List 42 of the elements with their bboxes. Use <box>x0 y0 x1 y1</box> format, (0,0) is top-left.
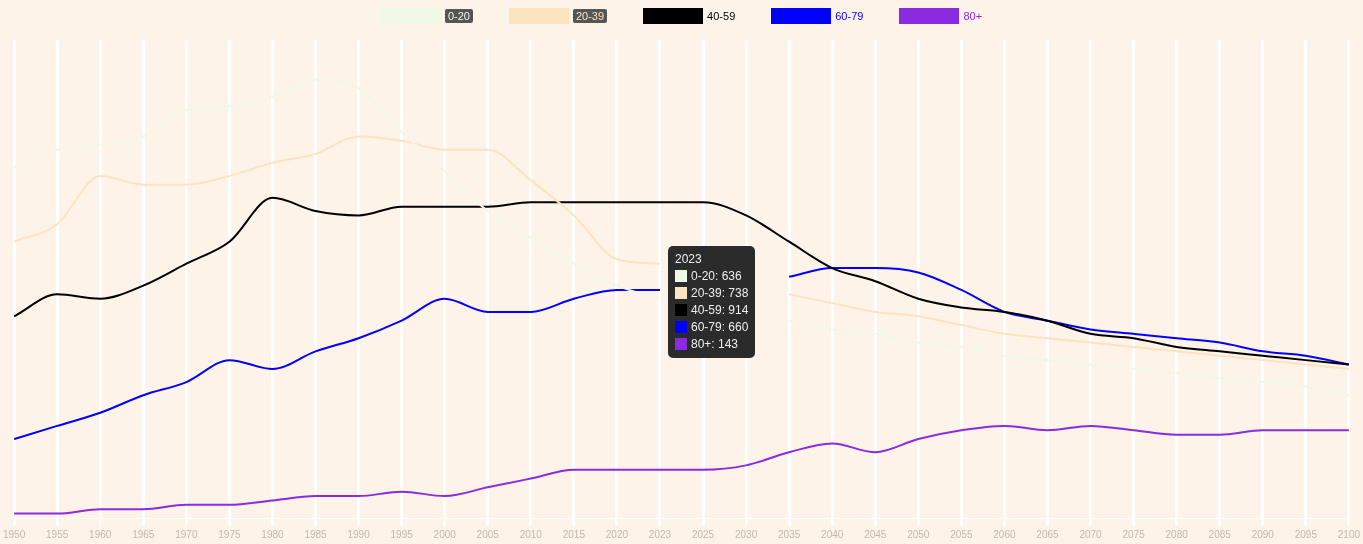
x-tick-label: 2070 <box>1079 528 1103 540</box>
x-tick-label: 2015 <box>562 528 586 540</box>
x-tick-label: 1960 <box>89 528 112 540</box>
annotation: 0-20: 636 <box>690 268 743 285</box>
x-tick-label: 2040 <box>821 528 844 540</box>
text: 60-79 <box>835 10 864 22</box>
x-tick-label: 2080 <box>1165 528 1189 540</box>
x-tick-label: 2023 <box>648 528 672 540</box>
x-tick-label: 1990 <box>347 528 371 540</box>
x-tick-label: 2075 <box>1122 528 1146 540</box>
x-tick-label: 2005 <box>476 528 500 540</box>
x-tick-label: 2010 <box>519 528 543 540</box>
x-tick-label: 2000 <box>433 528 457 540</box>
x-tick-label: 1995 <box>390 528 414 540</box>
x-tick-label: 2095 <box>1294 528 1318 540</box>
x-tick-label: 2100 <box>1337 528 1361 540</box>
annotation: 2023 <box>675 251 703 268</box>
text: 0-20 <box>444 9 473 23</box>
x-tick-label: 2025 <box>691 528 715 540</box>
x-tick-label: 1965 <box>132 528 155 540</box>
annotation: 40-59: 914 <box>690 302 749 319</box>
x-tick-label: 1975 <box>218 528 241 540</box>
x-tick-label: 2030 <box>734 528 758 540</box>
x-tick-label: 1985 <box>304 528 328 540</box>
annotation: 60-79: 660 <box>690 319 749 336</box>
text: 20-39 <box>572 9 608 23</box>
x-tick-label: 2035 <box>778 528 801 540</box>
x-tick-label: 2060 <box>993 528 1016 540</box>
x-tick-label: 2020 <box>605 528 629 540</box>
x-tick-label: 1980 <box>261 528 285 540</box>
annotation: 80+: 143 <box>690 336 740 353</box>
annotation: 20-39: 738 <box>690 285 749 302</box>
x-tick-label: 2085 <box>1208 528 1232 540</box>
x-tick-label: 2055 <box>950 528 973 540</box>
x-tick-label: 2045 <box>864 528 887 540</box>
text: 40-59 <box>707 10 736 22</box>
x-tick-label: 1955 <box>46 528 69 540</box>
x-tick-label: 1950 <box>3 528 26 540</box>
x-tick-label: 2065 <box>1036 528 1060 540</box>
x-tick-label: 2050 <box>907 528 930 540</box>
x-tick-label: 1970 <box>175 528 198 540</box>
text: 80+ <box>963 10 983 22</box>
